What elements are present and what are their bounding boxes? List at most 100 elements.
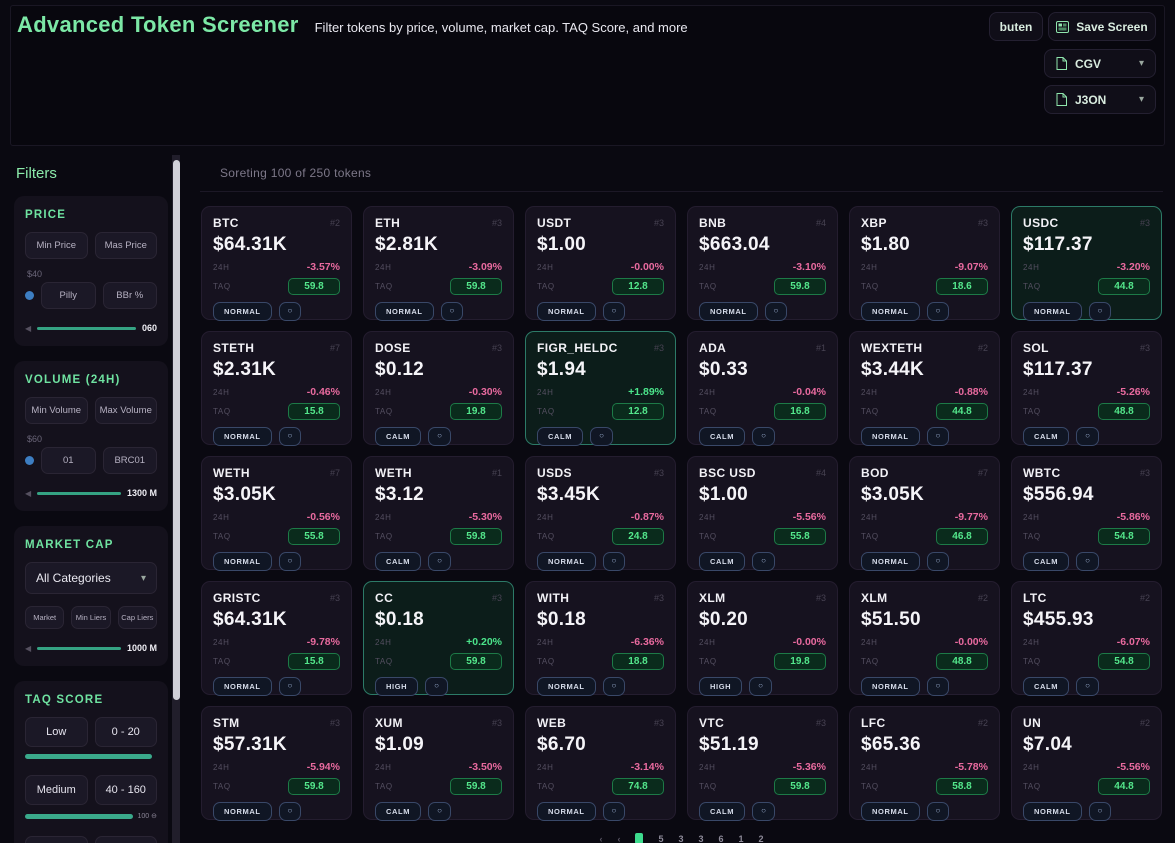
status-circle-icon[interactable]: ○ xyxy=(602,302,626,321)
status-badge[interactable]: CALM xyxy=(375,802,422,821)
price-toggle-dot[interactable] xyxy=(25,291,34,300)
token-card[interactable]: WITH #3 $0.18 24H -6.36% TAQ 18.8 NORMAL… xyxy=(525,581,676,696)
min-volume-input[interactable]: Min Volume xyxy=(25,397,88,424)
category-select[interactable]: All Categories ▾ xyxy=(25,562,157,594)
status-badge[interactable]: CALM xyxy=(699,802,746,821)
status-badge[interactable]: NORMAL xyxy=(537,552,596,571)
status-circle-icon[interactable]: ○ xyxy=(752,552,775,571)
status-badge[interactable]: CALM xyxy=(375,552,422,571)
buten-button[interactable]: buten xyxy=(989,12,1043,41)
token-card[interactable]: CC #3 $0.18 24H +0.20% TAQ 59.8 HIGH ○ xyxy=(363,581,514,696)
token-card[interactable]: SOL #3 $117.37 24H -5.26% TAQ 48.8 CALM … xyxy=(1011,331,1162,446)
status-circle-icon[interactable]: ○ xyxy=(278,552,302,571)
status-circle-icon[interactable]: ○ xyxy=(926,427,950,446)
status-circle-icon[interactable]: ○ xyxy=(752,802,775,821)
token-card[interactable]: USDT #3 $1.00 24H -0.00% TAQ 12.8 NORMAL… xyxy=(525,206,676,321)
token-card[interactable]: XUM #3 $1.09 24H -3.50% TAQ 59.8 CALM ○ xyxy=(363,706,514,821)
status-circle-icon[interactable]: ○ xyxy=(926,552,950,571)
slider-thumb-icon[interactable]: ◀ xyxy=(25,488,32,498)
token-card[interactable]: WETH #7 $3.05K 24H -0.56% TAQ 55.8 NORMA… xyxy=(201,456,352,571)
status-circle-icon[interactable]: ○ xyxy=(1076,427,1099,446)
slider-thumb-icon[interactable]: ◀ xyxy=(25,643,32,653)
token-card[interactable]: STETH #7 $2.31K 24H -0.46% TAQ 15.8 NORM… xyxy=(201,331,352,446)
status-badge[interactable]: NORMAL xyxy=(1023,302,1082,321)
token-card[interactable]: ADA #1 $0.33 24H -0.04% TAQ 16.8 CALM ○ xyxy=(687,331,838,446)
max-volume-input[interactable]: Max Volume xyxy=(94,397,157,424)
token-card[interactable]: WEB #3 $6.70 24H -3.14% TAQ 74.8 NORMAL … xyxy=(525,706,676,821)
status-badge[interactable]: NORMAL xyxy=(1023,802,1082,821)
status-badge[interactable]: CALM xyxy=(1023,552,1070,571)
status-badge[interactable]: CALM xyxy=(699,552,746,571)
status-badge[interactable]: HIGH xyxy=(699,677,743,696)
status-badge[interactable]: HIGH xyxy=(375,677,419,696)
status-circle-icon[interactable]: ○ xyxy=(278,677,302,696)
token-card[interactable]: FIGR_HELDC #3 $1.94 24H +1.89% TAQ 12.8 … xyxy=(525,331,676,446)
taq-score-bar[interactable] xyxy=(25,754,152,759)
pagination-item[interactable]: 1 xyxy=(738,833,744,843)
price-option-button-2[interactable]: BBr % xyxy=(102,282,157,309)
pagination-item[interactable]: 5 xyxy=(658,833,664,843)
pagination-item[interactable]: 1 xyxy=(635,833,644,843)
token-card[interactable]: BTC #2 $64.31K 24H -3.57% TAQ 59.8 NORMA… xyxy=(201,206,352,321)
volume-slider[interactable] xyxy=(37,491,121,495)
price-option-button-1[interactable]: Pilly xyxy=(41,282,96,309)
status-circle-icon[interactable]: ○ xyxy=(278,802,302,821)
status-badge[interactable]: NORMAL xyxy=(213,302,272,321)
status-badge[interactable]: NORMAL xyxy=(213,552,272,571)
pagination-item[interactable]: 3 xyxy=(698,833,704,843)
market-cap-option-button-3[interactable]: Cap Liers xyxy=(117,606,157,629)
status-circle-icon[interactable]: ○ xyxy=(602,552,626,571)
status-circle-icon[interactable]: ○ xyxy=(926,677,950,696)
status-badge[interactable]: NORMAL xyxy=(861,677,920,696)
export-csv-dropdown[interactable]: CGV ▾ xyxy=(1044,49,1156,78)
token-card[interactable]: BNB #4 $663.04 24H -3.10% TAQ 59.8 NORMA… xyxy=(687,206,838,321)
status-badge[interactable]: CALM xyxy=(699,427,746,446)
taq-range-button[interactable]: 40 - 160 xyxy=(94,775,157,805)
status-circle-icon[interactable]: ○ xyxy=(428,552,451,571)
save-screen-button[interactable]: Save Screen xyxy=(1048,12,1156,41)
status-circle-icon[interactable]: ○ xyxy=(749,677,772,696)
slider-thumb-icon[interactable]: ◀ xyxy=(25,323,32,333)
status-circle-icon[interactable]: ○ xyxy=(752,427,775,446)
taq-level-button[interactable]: Low xyxy=(25,717,88,747)
token-card[interactable]: XLM #2 $51.50 24H -0.00% TAQ 48.8 NORMAL… xyxy=(849,581,1000,696)
pagination-item[interactable]: ‹ xyxy=(599,833,603,843)
token-card[interactable]: LFC #2 $65.36 24H -5.78% TAQ 58.8 NORMAL… xyxy=(849,706,1000,821)
token-card[interactable]: ETH #3 $2.81K 24H -3.09% TAQ 59.8 NORMAL… xyxy=(363,206,514,321)
taq-score-bar[interactable] xyxy=(25,813,133,819)
status-badge[interactable]: NORMAL xyxy=(213,802,272,821)
volume-option-button-1[interactable]: 01 xyxy=(41,447,96,474)
status-circle-icon[interactable]: ○ xyxy=(1076,677,1099,696)
status-circle-icon[interactable]: ○ xyxy=(1076,552,1099,571)
status-circle-icon[interactable]: ○ xyxy=(425,677,448,696)
status-circle-icon[interactable]: ○ xyxy=(590,427,613,446)
volume-option-button-2[interactable]: BRC01 xyxy=(102,447,157,474)
token-card[interactable]: LTC #2 $455.93 24H -6.07% TAQ 54.8 CALM … xyxy=(1011,581,1162,696)
status-badge[interactable]: NORMAL xyxy=(699,302,758,321)
status-badge[interactable]: CALM xyxy=(1023,427,1070,446)
market-cap-option-button-2[interactable]: Min Liers xyxy=(71,606,111,629)
token-card[interactable]: BOD #7 $3.05K 24H -9.77% TAQ 46.8 NORMAL… xyxy=(849,456,1000,571)
status-badge[interactable]: NORMAL xyxy=(537,677,596,696)
taq-level-button[interactable]: Medium xyxy=(25,775,88,805)
status-circle-icon[interactable]: ○ xyxy=(428,427,451,446)
status-badge[interactable]: NORMAL xyxy=(861,552,920,571)
status-circle-icon[interactable]: ○ xyxy=(764,302,788,321)
pagination-item[interactable]: 3 xyxy=(678,833,684,843)
status-badge[interactable]: CALM xyxy=(537,427,584,446)
status-circle-icon[interactable]: ○ xyxy=(926,302,950,321)
token-card[interactable]: WBTC #3 $556.94 24H -5.86% TAQ 54.8 CALM… xyxy=(1011,456,1162,571)
status-badge[interactable]: NORMAL xyxy=(537,302,596,321)
token-card[interactable]: USDS #3 $3.45K 24H -0.87% TAQ 24.8 NORMA… xyxy=(525,456,676,571)
taq-range-button[interactable]: 80 - 100 xyxy=(94,836,157,843)
status-badge[interactable]: NORMAL xyxy=(861,802,920,821)
status-circle-icon[interactable]: ○ xyxy=(278,427,302,446)
status-badge[interactable]: NORMAL xyxy=(861,302,920,321)
status-badge[interactable]: NORMAL xyxy=(213,677,272,696)
status-circle-icon[interactable]: ○ xyxy=(428,802,451,821)
status-circle-icon[interactable]: ○ xyxy=(602,677,626,696)
status-badge[interactable]: NORMAL xyxy=(537,802,596,821)
token-card[interactable]: WETH #1 $3.12 24H -5.30% TAQ 59.8 CALM ○ xyxy=(363,456,514,571)
status-circle-icon[interactable]: ○ xyxy=(440,302,464,321)
token-card[interactable]: WEXTETH #2 $3.44K 24H -0.88% TAQ 44.8 NO… xyxy=(849,331,1000,446)
